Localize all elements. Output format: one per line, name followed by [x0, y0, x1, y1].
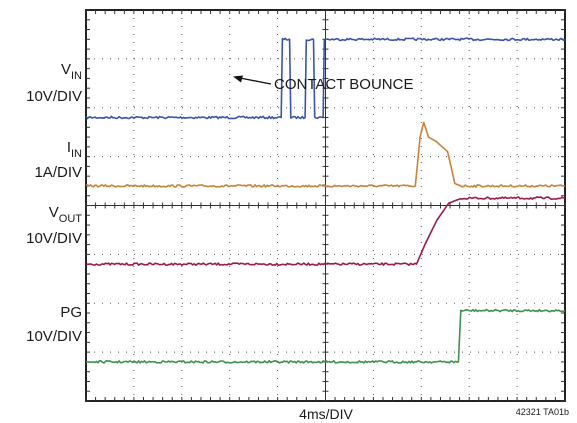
vin-label-main: V	[61, 61, 71, 78]
pg-scale: 10V/DIV	[26, 328, 82, 345]
vout-scale: 10V/DIV	[26, 230, 82, 247]
trace-vout	[85, 196, 566, 267]
channel-label-vout: VOUT 10V/DIV	[26, 204, 82, 247]
svg-text:IIN: IIN	[67, 139, 82, 160]
trace-pg	[85, 308, 566, 364]
vin-scale: 10V/DIV	[26, 88, 82, 105]
svg-text:VOUT: VOUT	[49, 204, 83, 225]
vin-label-sub: IN	[71, 70, 82, 82]
channel-label-iin: IIN 1A/DIV	[34, 139, 82, 181]
annotation-text: CONTACT BOUNCE	[274, 76, 413, 93]
trace-vin	[85, 37, 566, 120]
contact-bounce-annotation: CONTACT BOUNCE	[233, 75, 413, 93]
vout-label-main: V	[49, 204, 59, 221]
channel-label-vin: VIN 10V/DIV	[26, 61, 82, 105]
pg-label: PG	[60, 304, 82, 321]
channel-label-pg: PG 10V/DIV	[26, 304, 82, 345]
annotation-arrow-line	[239, 77, 272, 85]
figure-code: 42321 TA01b	[516, 407, 569, 417]
traces	[85, 37, 566, 364]
grid-lines	[85, 9, 566, 402]
annotation-arrowhead-icon	[233, 75, 243, 83]
x-axis-label: 4ms/DIV	[299, 406, 353, 422]
trace-iin	[85, 121, 566, 188]
vout-label-sub: OUT	[59, 213, 83, 225]
iin-label-main: I	[67, 139, 71, 156]
iin-label-sub: IN	[71, 148, 82, 160]
svg-text:VIN: VIN	[61, 61, 82, 82]
iin-scale: 1A/DIV	[34, 164, 82, 181]
